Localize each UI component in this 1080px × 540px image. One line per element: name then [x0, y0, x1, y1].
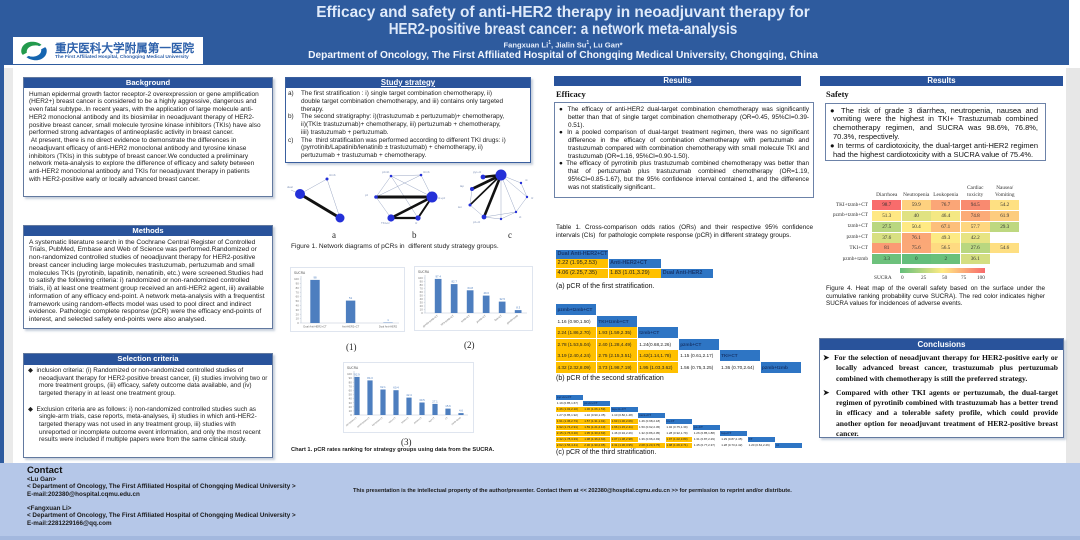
- svg-text:30: 30: [349, 401, 353, 405]
- svg-text:c: c: [508, 230, 512, 240]
- svg-text:pzmb+CT: pzmb+CT: [475, 313, 487, 323]
- svg-text:SUCRA: SUCRA: [347, 366, 359, 370]
- svg-text:80: 80: [296, 286, 300, 290]
- svg-text:dual: dual: [287, 185, 293, 189]
- svg-text:50: 50: [420, 294, 424, 298]
- svg-text:84.3: 84.3: [367, 376, 373, 380]
- svg-text:TKI+CT: TKI+CT: [493, 313, 503, 322]
- svg-text:tzmb+CT: tzmb+CT: [460, 313, 471, 323]
- svg-text:nt: nt: [525, 178, 528, 182]
- svg-text:62.1: 62.1: [380, 385, 386, 389]
- svg-text:64.8: 64.8: [467, 286, 473, 290]
- svg-text:pz: pz: [365, 193, 369, 197]
- svg-text:lap+tzmb+CT: lap+tzmb+CT: [371, 416, 384, 427]
- svg-text:20: 20: [349, 405, 353, 409]
- svg-text:Dual Anti-HER2: Dual Anti-HER2: [379, 325, 398, 329]
- svg-text:10: 10: [349, 409, 353, 413]
- svg-text:60: 60: [349, 389, 353, 393]
- svg-text:30.5: 30.5: [419, 398, 425, 402]
- svg-text:pzmb+tzmb: pzmb+tzmb: [451, 416, 462, 426]
- svg-text:SUCRA: SUCRA: [418, 270, 430, 274]
- svg-text:len: len: [458, 205, 462, 209]
- svg-text:100: 100: [347, 372, 352, 376]
- svg-text:pzmb+tzmb: pzmb+tzmb: [506, 313, 520, 325]
- svg-text:pzmb+CT: pzmb+CT: [414, 417, 423, 425]
- svg-text:70: 70: [349, 384, 353, 388]
- svg-text:70: 70: [296, 290, 300, 294]
- svg-text:92.9: 92.9: [354, 372, 360, 376]
- svg-text:40: 40: [349, 397, 353, 401]
- svg-text:30: 30: [296, 308, 300, 312]
- svg-text:b: b: [412, 230, 417, 240]
- svg-text:10: 10: [296, 317, 300, 321]
- svg-text:0: 0: [421, 311, 423, 315]
- svg-text:tz: tz: [415, 221, 418, 225]
- svg-text:pyr+tzmb+CT: pyr+tzmb+CT: [345, 416, 358, 427]
- svg-text:80: 80: [349, 380, 353, 384]
- svg-text:4.6: 4.6: [459, 409, 463, 413]
- svg-text:a: a: [332, 230, 336, 240]
- svg-text:Dual Anti-HER2+CT: Dual Anti-HER2+CT: [303, 325, 327, 329]
- svg-text:Anti-HER2+CT: Anti-HER2+CT: [342, 325, 360, 329]
- svg-text:pyr+tz: pyr+tz: [473, 170, 482, 174]
- svg-text:tzmb: tzmb: [423, 170, 430, 174]
- svg-text:10: 10: [420, 308, 424, 312]
- svg-text:1: 1: [387, 318, 389, 322]
- svg-text:lap: lap: [460, 184, 464, 188]
- svg-text:49.6: 49.6: [483, 291, 489, 295]
- svg-text:80: 80: [420, 283, 424, 287]
- svg-text:20: 20: [296, 312, 300, 316]
- svg-text:30: 30: [420, 301, 424, 305]
- svg-text:0: 0: [297, 321, 299, 325]
- svg-text:70: 70: [420, 287, 424, 291]
- svg-text:42.4: 42.4: [406, 393, 412, 397]
- svg-text:8.3: 8.3: [516, 306, 520, 310]
- svg-text:60.4: 60.4: [393, 386, 399, 390]
- svg-text:ct: ct: [519, 215, 522, 219]
- svg-text:60: 60: [296, 295, 300, 299]
- svg-text:pz+tz: pz+tz: [473, 220, 481, 224]
- svg-text:98: 98: [313, 275, 317, 279]
- svg-text:40: 40: [420, 297, 424, 301]
- svg-text:0: 0: [350, 413, 352, 417]
- svg-text:90: 90: [296, 282, 300, 286]
- svg-text:tzmb+CT: tzmb+CT: [401, 416, 410, 424]
- svg-text:27.1: 27.1: [432, 399, 438, 403]
- svg-text:90: 90: [349, 376, 353, 380]
- svg-text:50: 50: [296, 299, 300, 303]
- svg-text:nera+CT: nera+CT: [388, 416, 397, 424]
- svg-text:60: 60: [420, 290, 424, 294]
- svg-text:TKI+tz: TKI+tz: [381, 221, 390, 225]
- svg-text:lap+CT: lap+CT: [429, 417, 436, 423]
- svg-text:32.5: 32.5: [499, 297, 505, 301]
- svg-text:tzmb: tzmb: [329, 173, 336, 177]
- svg-text:tz+pz: tz+pz: [438, 196, 446, 200]
- svg-text:SUCRA: SUCRA: [294, 271, 306, 275]
- svg-text:20: 20: [420, 304, 424, 308]
- svg-text:90: 90: [420, 280, 424, 284]
- svg-text:tz: tz: [531, 196, 534, 200]
- svg-text:82.7: 82.7: [451, 280, 457, 284]
- svg-text:15.6: 15.6: [445, 404, 451, 408]
- svg-text:50: 50: [349, 393, 353, 397]
- svg-text:97.4: 97.4: [435, 274, 441, 278]
- svg-text:100: 100: [418, 276, 423, 280]
- svg-text:51: 51: [349, 296, 353, 300]
- svg-text:100: 100: [294, 277, 299, 281]
- svg-text:CT: CT: [445, 417, 449, 421]
- svg-text:pzmb: pzmb: [382, 170, 390, 174]
- svg-text:40: 40: [296, 304, 300, 308]
